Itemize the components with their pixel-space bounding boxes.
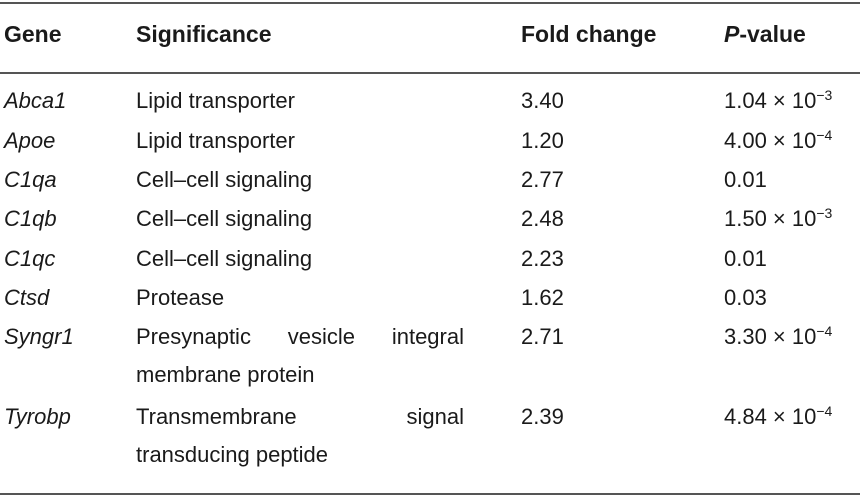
table-bottom-rule xyxy=(0,493,860,495)
table-row: Apoe Lipid transporter 1.20 4.00 × 10−4 xyxy=(0,122,860,160)
significance-cell: Cell–cell signaling xyxy=(136,206,313,231)
significance-cell: Cell–cell signaling xyxy=(136,246,313,271)
table-row: Ctsd Protease 1.62 0.03 xyxy=(0,279,860,317)
header-p-letter: P xyxy=(724,21,740,47)
table-row: Abca1 Lipid transporter 3.40 1.04 × 10−3 xyxy=(0,82,860,120)
table-row: C1qa Cell–cell signaling 2.77 0.01 xyxy=(0,161,860,199)
p-value-mantissa: 4.84 × 10 xyxy=(724,404,817,429)
p-value-mantissa: 0.01 xyxy=(724,167,767,192)
p-value-exponent: −4 xyxy=(816,403,833,419)
p-value-cell: 3.30 × 10−4 xyxy=(724,318,832,356)
gene-cell: Apoe xyxy=(4,128,56,153)
header-p-value: P-value xyxy=(724,14,806,54)
p-value-cell: 1.50 × 10−3 xyxy=(724,200,832,238)
significance-cell: Protease xyxy=(136,285,225,310)
fold-change-cell: 2.71 xyxy=(521,324,564,349)
gene-cell: Ctsd xyxy=(4,285,50,310)
p-value-exponent: −4 xyxy=(816,323,833,339)
p-value-cell: 4.00 × 10−4 xyxy=(724,122,832,160)
header-fold-change: Fold change xyxy=(521,21,657,47)
significance-cell: Lipid transporter xyxy=(136,128,295,153)
significance-cell: Lipid transporter xyxy=(136,88,295,113)
p-value-exponent: −3 xyxy=(816,87,833,103)
header-p-suffix: -value xyxy=(739,21,806,47)
p-value-cell: 1.04 × 10−3 xyxy=(724,82,832,120)
p-value-mantissa: 4.00 × 10 xyxy=(724,128,817,153)
gene-cell: C1qa xyxy=(4,167,57,192)
fold-change-cell: 2.48 xyxy=(521,206,564,231)
table-top-rule xyxy=(0,2,860,4)
significance-cell: Cell–cell signaling xyxy=(136,167,313,192)
header-gene: Gene xyxy=(4,21,62,47)
table-row: C1qb Cell–cell signaling 2.48 1.50 × 10−3 xyxy=(0,200,860,238)
gene-cell: Syngr1 xyxy=(4,324,74,349)
fold-change-cell: 2.39 xyxy=(521,404,564,429)
p-value-mantissa: 1.50 × 10 xyxy=(724,206,817,231)
p-value-exponent: −4 xyxy=(816,127,833,143)
p-value-cell: 4.84 × 10−4 xyxy=(724,398,832,436)
p-value-cell: 0.01 xyxy=(724,240,767,278)
significance-cell: Transmembrane signal transducing peptide xyxy=(136,404,464,467)
p-value-mantissa: 0.01 xyxy=(724,246,767,271)
p-value-exponent: −3 xyxy=(816,205,833,221)
header-significance: Significance xyxy=(136,21,272,47)
table-row: C1qc Cell–cell signaling 2.23 0.01 xyxy=(0,240,860,278)
gene-cell: C1qc xyxy=(4,246,56,271)
header-rule xyxy=(0,72,860,74)
p-value-cell: 0.03 xyxy=(724,279,767,317)
p-value-cell: 0.01 xyxy=(724,161,767,199)
fold-change-cell: 1.20 xyxy=(521,128,564,153)
gene-cell: C1qb xyxy=(4,206,57,231)
table-row: Tyrobp Transmembrane signal transducing p… xyxy=(0,398,860,476)
p-value-mantissa: 3.30 × 10 xyxy=(724,324,817,349)
table-row: Syngr1 Presynaptic vesicle integral membr… xyxy=(0,318,860,396)
fold-change-cell: 3.40 xyxy=(521,88,564,113)
fold-change-cell: 2.23 xyxy=(521,246,564,271)
p-value-mantissa: 0.03 xyxy=(724,285,767,310)
fold-change-cell: 1.62 xyxy=(521,285,564,310)
gene-cell: Tyrobp xyxy=(4,404,71,429)
p-value-mantissa: 1.04 × 10 xyxy=(724,88,817,113)
gene-cell: Abca1 xyxy=(4,88,67,113)
significance-cell: Presynaptic vesicle integral membrane pr… xyxy=(136,324,464,387)
fold-change-cell: 2.77 xyxy=(521,167,564,192)
